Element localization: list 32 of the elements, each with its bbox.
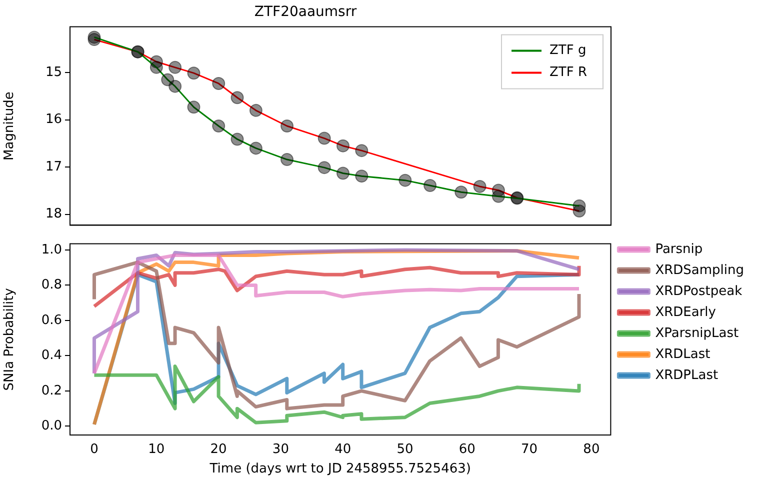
chart-title: ZTF20aaumsrr bbox=[254, 4, 357, 20]
y-tick-label: 0.2 bbox=[41, 383, 62, 398]
x-tick-label: 60 bbox=[458, 442, 476, 458]
y-tick-label: 15 bbox=[45, 64, 62, 80]
x-tick-label: 20 bbox=[210, 442, 227, 458]
x-axis-title: Time (days wrt to JD 2458955.7525463) bbox=[208, 462, 471, 477]
y-tick-label: 0.0 bbox=[41, 418, 62, 434]
legend-label: Parsnip bbox=[655, 242, 703, 257]
y-tick-label: 0.8 bbox=[41, 278, 62, 293]
x-tick-label: 40 bbox=[334, 442, 352, 458]
x-tick-label: 70 bbox=[521, 442, 538, 458]
y-axis-title: SNIa Probability bbox=[2, 288, 18, 391]
x-tick-label: 30 bbox=[272, 442, 289, 458]
x-tick-label: 0 bbox=[90, 442, 98, 458]
legend-label: ZTF R bbox=[550, 65, 588, 80]
x-tick-label: 10 bbox=[148, 442, 165, 458]
y-axis-title: Magnitude bbox=[2, 92, 18, 160]
y-tick-label: 0.4 bbox=[41, 348, 62, 364]
y-tick-label: 16 bbox=[45, 112, 62, 128]
legend-label: XRDSampling bbox=[655, 262, 744, 278]
legend-label: XRDPLast bbox=[655, 368, 718, 383]
legend-label: XRDEarly bbox=[655, 304, 716, 320]
y-tick-label: 18 bbox=[45, 206, 62, 222]
y-tick-label: 0.6 bbox=[41, 312, 62, 328]
y-tick-label: 1.0 bbox=[41, 242, 62, 258]
legend-label: XRDLast bbox=[655, 346, 710, 362]
legend-label: XParsnipLast bbox=[655, 326, 739, 341]
legend-label: XRDPostpeak bbox=[655, 284, 743, 299]
y-tick-label: 17 bbox=[45, 159, 62, 174]
x-tick-label: 50 bbox=[396, 442, 414, 458]
x-tick-label: 80 bbox=[583, 442, 600, 458]
legend-label: ZTF g bbox=[550, 43, 586, 58]
